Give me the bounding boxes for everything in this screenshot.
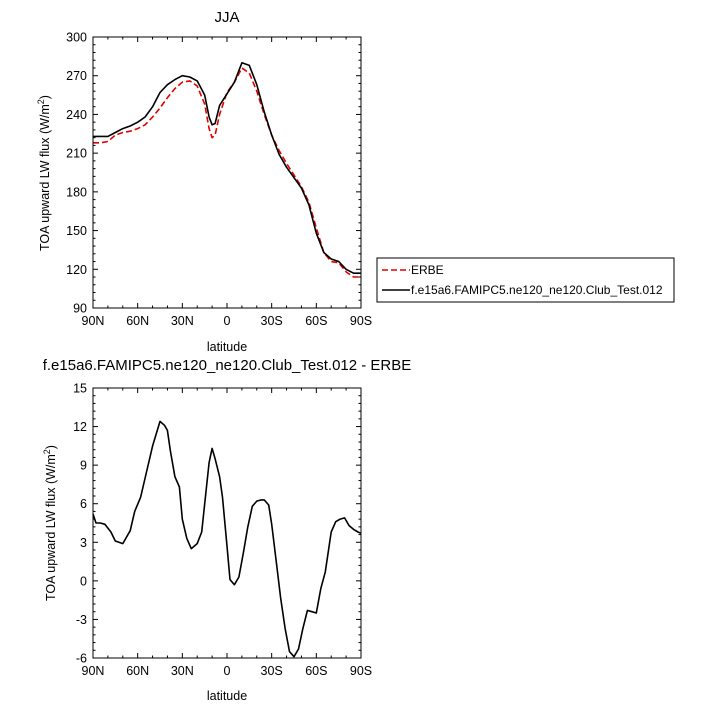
- bottom-chart-title: f.e15a6.FAMIPC5.ne120_ne120.Club_Test.01…: [43, 357, 412, 374]
- top-chart-legend: ERBE f.e15a6.FAMIPC5.ne120_ne120.Club_Te…: [376, 257, 675, 303]
- top-ytick-label: 270: [66, 69, 87, 83]
- top-ytick-label: 300: [66, 31, 87, 45]
- bottom-series-line-0: [92, 420, 362, 658]
- bottom-ylabel-main: TOA upward LW flux (W/m: [44, 454, 58, 601]
- top-xtick-label: 60N: [126, 314, 149, 328]
- legend-erbe-label: ERBE: [411, 263, 444, 277]
- bottom-ytick-label: 3: [80, 536, 87, 550]
- bottom-ytick-label: -6: [76, 652, 87, 666]
- top-xtick-label: 90S: [350, 314, 372, 328]
- legend-box: [376, 257, 675, 303]
- bottom-xtick-label: 90N: [82, 664, 105, 678]
- top-ylabel-main: TOA upward LW flux (W/m: [38, 104, 52, 251]
- bottom-chart-xlabel: latitude: [207, 689, 247, 703]
- legend-model-label: f.e15a6.FAMIPC5.ne120_ne120.Club_Test.01…: [411, 283, 663, 297]
- bottom-chart-panel: f.e15a6.FAMIPC5.ne120_ne120.Club_Test.01…: [42, 357, 411, 703]
- top-xtick-label: 30S: [261, 314, 283, 328]
- top-xtick-label: 0: [224, 314, 231, 328]
- top-chart-title: JJA: [214, 9, 239, 26]
- top-ytick-label: 180: [66, 185, 87, 199]
- top-ylabel-sup: 2: [36, 99, 46, 104]
- top-ylabel-suffix: ): [38, 95, 52, 99]
- bottom-chart-ylabel: TOA upward LW flux (W/m2): [42, 445, 58, 601]
- bottom-ytick-label: 6: [80, 497, 87, 511]
- bottom-xtick-label: 30S: [261, 664, 283, 678]
- bottom-ylabel-suffix: ): [44, 445, 58, 449]
- bottom-xtick-label: 90S: [350, 664, 372, 678]
- top-ytick-label: 240: [66, 108, 87, 122]
- top-chart-ylabel: TOA upward LW flux (W/m2): [36, 95, 52, 251]
- top-series-line-0: [93, 67, 361, 278]
- top-chart-panel: JJA 90 120 150 180 210 240 270 300 90N 60N 30N 0 30S…: [36, 9, 372, 354]
- bottom-ytick-label: -3: [76, 613, 87, 627]
- bottom-ytick-label: 15: [73, 382, 87, 396]
- bottom-xtick-label: 60N: [126, 664, 149, 678]
- bottom-ytick-label: 12: [73, 420, 87, 434]
- top-series-line-1: [93, 62, 361, 274]
- top-xtick-label: 30N: [171, 314, 194, 328]
- bottom-xtick-label: 60S: [305, 664, 327, 678]
- bottom-ytick-label: 9: [80, 459, 87, 473]
- bottom-ytick-label: 0: [80, 574, 87, 588]
- top-ytick-label: 150: [66, 224, 87, 238]
- top-chart-xlabel: latitude: [207, 340, 247, 354]
- top-ytick-label: 210: [66, 147, 87, 161]
- top-ytick-label: 120: [66, 263, 87, 277]
- bottom-chart-frame: [92, 387, 362, 659]
- top-ytick-label: 90: [73, 302, 87, 316]
- top-chart-frame: [92, 36, 362, 309]
- bottom-xtick-label: 0: [224, 664, 231, 678]
- bottom-ylabel-sup: 2: [42, 449, 52, 454]
- bottom-xtick-label: 30N: [171, 664, 194, 678]
- top-xtick-label: 60S: [305, 314, 327, 328]
- top-xtick-label: 90N: [82, 314, 105, 328]
